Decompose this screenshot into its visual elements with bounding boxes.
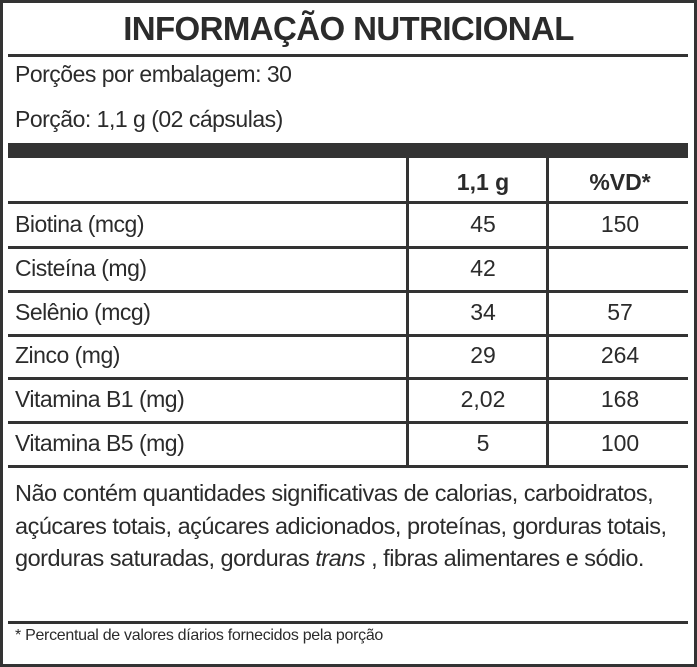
row-divider [8,289,688,293]
thick-divider [8,143,688,158]
row-divider [8,333,688,337]
nutrient-daily-value: 100 [600,430,640,456]
nutrient-daily-value: 264 [600,342,640,369]
table-row: Zinco (mg) 29 264 [8,334,688,381]
column-divider [546,158,549,465]
notice-text: Não contém quantidades significativas de… [15,480,667,572]
nutrient-name: Vitamina B5 (mg) [15,430,185,456]
label-title: INFORMAÇÃO NUTRICIONAL [123,10,574,47]
header-amount: 1,1 g [456,169,510,195]
nutrient-daily-value: 168 [600,386,640,413]
nutrient-daily-value: 150 [600,211,640,237]
row-divider [8,246,688,249]
nutrient-name: Biotina (mcg) [15,211,144,237]
nutrient-name: Cisteína (mg) [15,254,147,281]
table-header: 1,1 g %VD* [8,158,688,204]
table-row: Vitamina B1 (mg) 2,02 168 [8,378,688,425]
nutrient-amount: 34 [470,298,496,325]
serving-size: Porção: 1,1 g (02 cápsulas) [15,106,283,132]
table-row: Selênio (mcg) 34 57 [8,291,688,337]
nutrient-name: Zinco (mg) [15,342,120,369]
footnote: * Percentual de valores díarios fornecid… [15,627,384,644]
divider [8,54,688,57]
nutrient-amount: 42 [470,254,496,281]
nutrient-amount: 5 [476,430,490,456]
row-divider [8,377,688,381]
divider [8,621,688,624]
nutrient-daily-value: 57 [607,298,633,325]
column-divider [406,158,409,465]
servings-per-package: Porções por embalagem: 30 [15,61,292,87]
row-divider [8,465,688,468]
header-daily-value: %VD* [589,169,651,195]
notice-italic: trans [315,545,366,572]
table-row: Cisteína (mg) 42 [8,247,688,293]
nutrient-name: Selênio (mcg) [15,298,151,325]
nutrient-amount: 45 [470,211,496,237]
nutrient-notice: Não contém quantidades significativas de… [15,477,685,575]
nutrient-name: Vitamina B1 (mg) [15,386,185,413]
nutrient-amount: 2,02 [460,386,506,413]
table-row: Vitamina B5 (mg) 5 100 [8,422,688,468]
row-divider [8,421,688,425]
row-divider [8,201,688,204]
notice-text-end: , fibras alimentares e sódio. [365,545,644,572]
nutrient-amount: 29 [470,342,496,369]
table-row: Biotina (mcg) 45 150 [8,203,688,249]
